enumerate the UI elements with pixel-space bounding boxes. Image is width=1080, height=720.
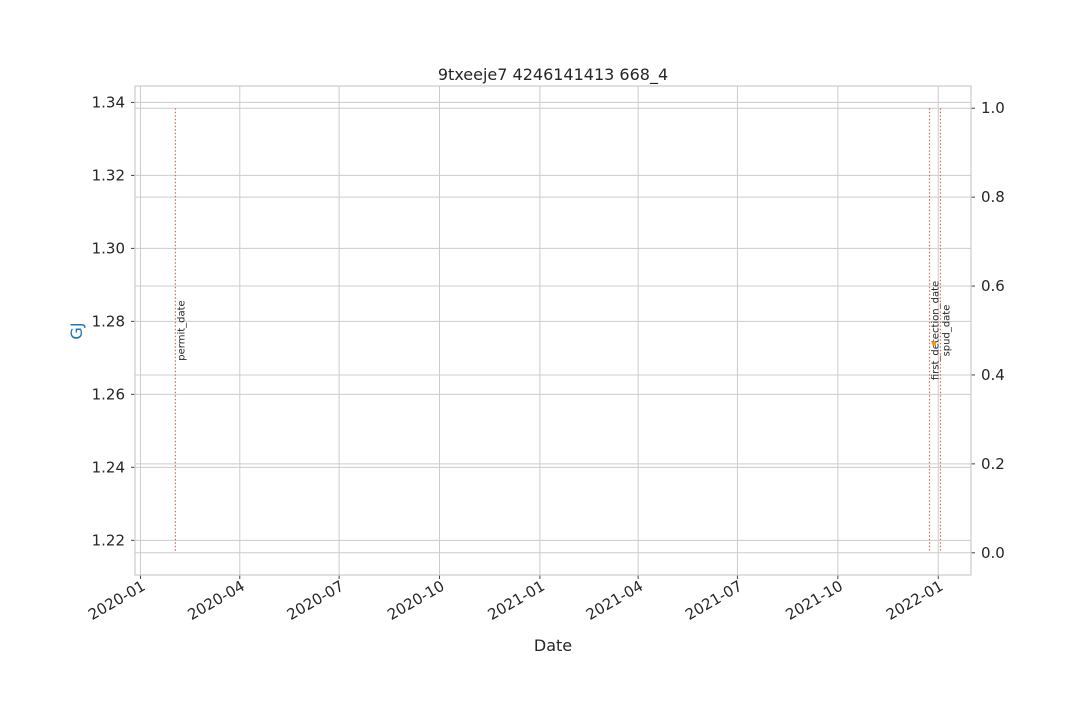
left-y-grid — [131, 101, 971, 541]
right-y-tick-label: 0.2 — [981, 455, 1005, 473]
x-grid — [139, 86, 939, 579]
event-markers: permit_date first_detection_date spud_date — [174, 108, 952, 553]
event-label: first_detection_date — [931, 281, 942, 380]
x-axis-label: Date — [534, 636, 572, 655]
left-y-tick-label: 1.22 — [92, 531, 125, 549]
left-y-tick-label: 1.26 — [92, 385, 125, 403]
chart-title: 9txeeje7 4246141413 668_4 — [438, 65, 668, 85]
right-y-tick-label: 0.6 — [981, 277, 1005, 295]
right-y-tick-label: 0.0 — [981, 544, 1005, 562]
right-y-grid — [135, 107, 975, 554]
event-label: spud_date — [941, 305, 952, 357]
plot-frame — [134, 85, 972, 576]
data-point — [931, 341, 937, 346]
right-y-tick-label: 1.0 — [981, 99, 1005, 117]
left-y-tick-label: 1.32 — [92, 166, 125, 184]
left-y-tick-label: 1.30 — [92, 239, 125, 257]
event-label: permit_date — [176, 300, 187, 360]
left-y-tick-label: 1.34 — [92, 93, 125, 111]
data-points — [931, 341, 937, 346]
left-y-tick-label: 1.28 — [92, 312, 125, 330]
right-y-tick-labels: 0.0 0.2 0.4 0.6 0.8 1.0 — [981, 99, 1005, 562]
left-y-tick-labels: 1.22 1.24 1.26 1.28 1.30 1.32 1.34 — [92, 93, 125, 549]
right-y-tick-label: 0.4 — [981, 366, 1005, 384]
y-axis-label: GJ — [67, 322, 86, 339]
right-y-tick-label: 0.8 — [981, 188, 1005, 206]
left-y-tick-label: 1.24 — [92, 458, 125, 476]
